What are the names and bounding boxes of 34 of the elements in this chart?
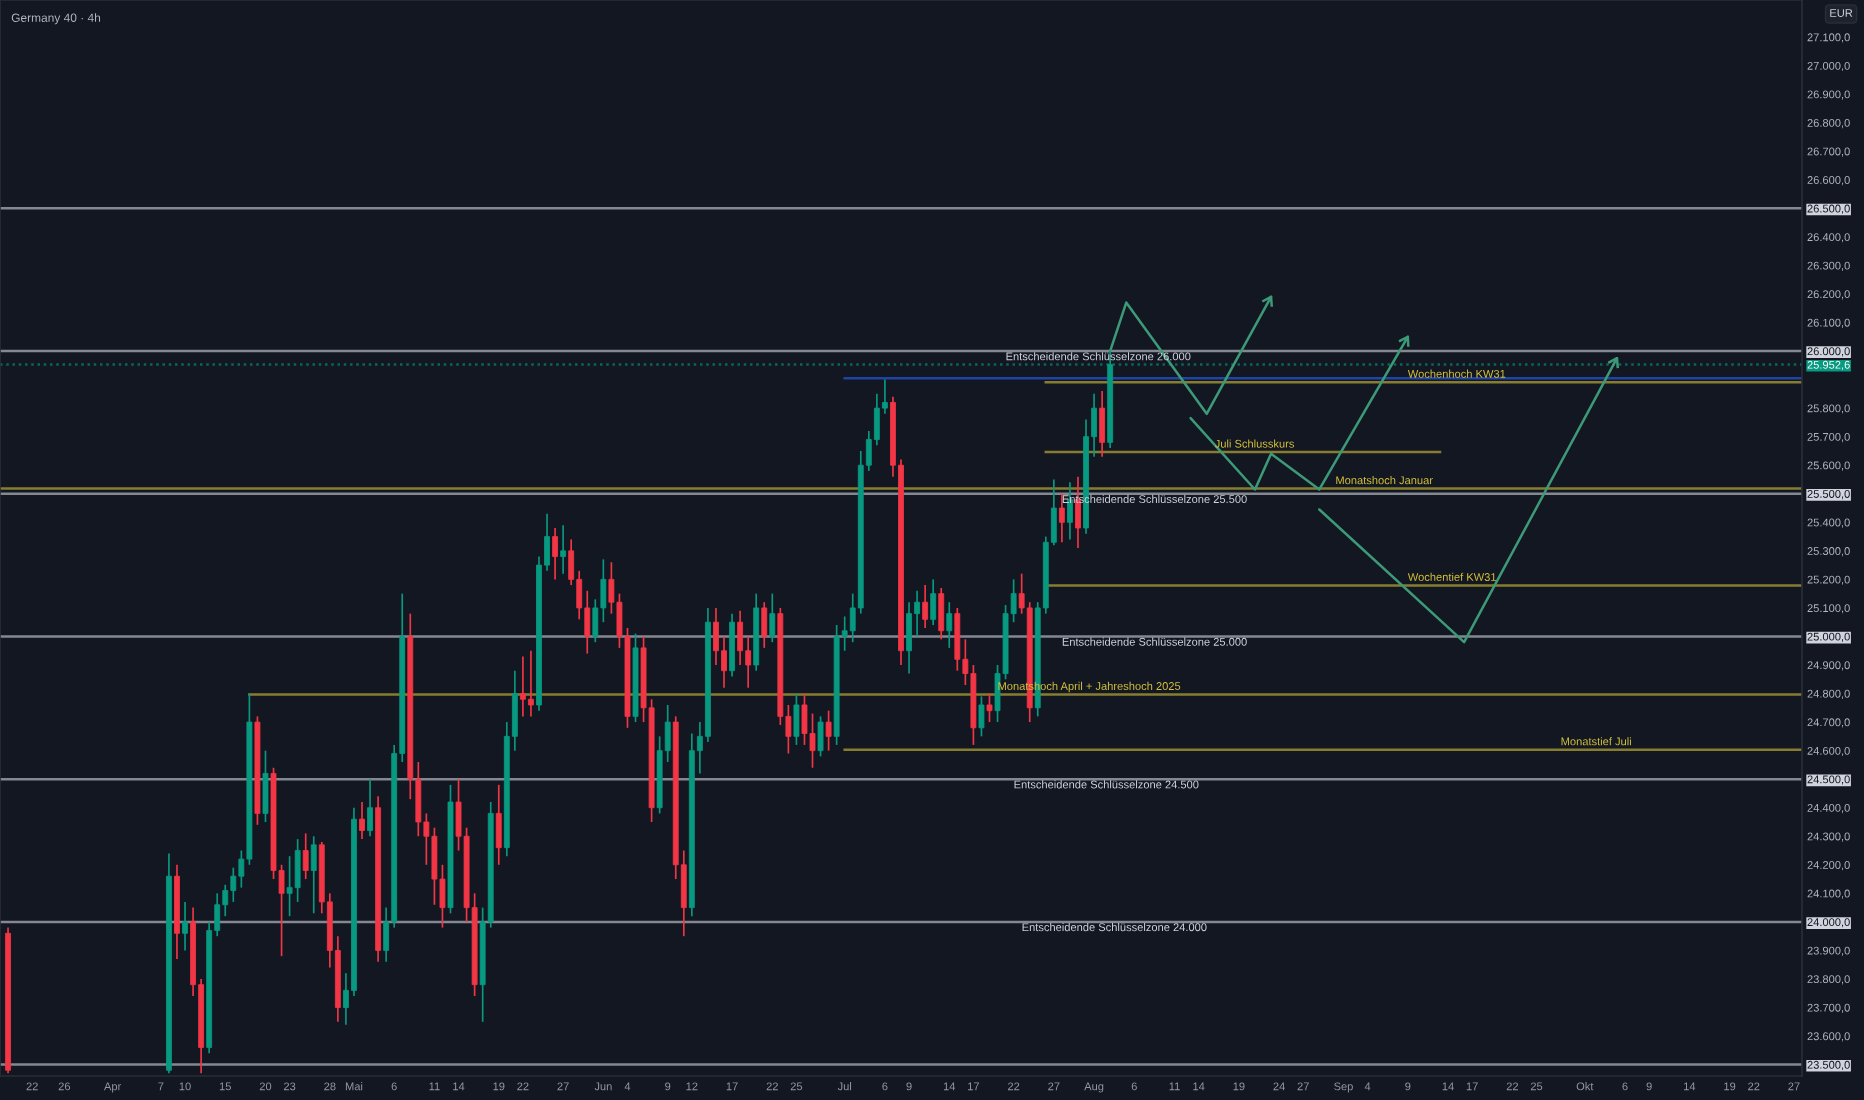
candlestick <box>431 826 438 906</box>
candlestick <box>286 855 293 918</box>
candlestick <box>713 607 719 666</box>
candlestick <box>359 801 365 840</box>
candlestick <box>922 584 929 629</box>
candlestick <box>809 712 816 769</box>
candlestick <box>737 609 744 666</box>
candlestick <box>528 649 534 718</box>
candlestick <box>230 866 237 903</box>
candlestick <box>986 692 993 723</box>
candlestick <box>938 587 945 641</box>
candlestick <box>560 524 567 575</box>
candlestick <box>801 692 808 746</box>
candlestick <box>930 578 937 626</box>
candlestick <box>769 592 776 644</box>
candlestick <box>825 709 832 752</box>
candlestick <box>519 655 526 718</box>
candlestick <box>552 527 558 581</box>
candlestick <box>367 778 373 838</box>
candlestick <box>302 832 309 880</box>
candlestick <box>817 715 824 758</box>
candlestick <box>1099 390 1106 458</box>
candlestick <box>978 695 985 738</box>
candlestick <box>793 692 800 746</box>
candlestick <box>906 601 912 675</box>
candlestick <box>761 601 768 649</box>
candlestick <box>262 749 269 823</box>
candlestick <box>954 607 961 672</box>
candlestick <box>1058 492 1065 544</box>
candlestick <box>294 838 301 903</box>
candlestick <box>310 835 317 915</box>
candlestick <box>182 901 188 952</box>
candlestick <box>946 601 953 649</box>
candlestick <box>495 784 502 866</box>
